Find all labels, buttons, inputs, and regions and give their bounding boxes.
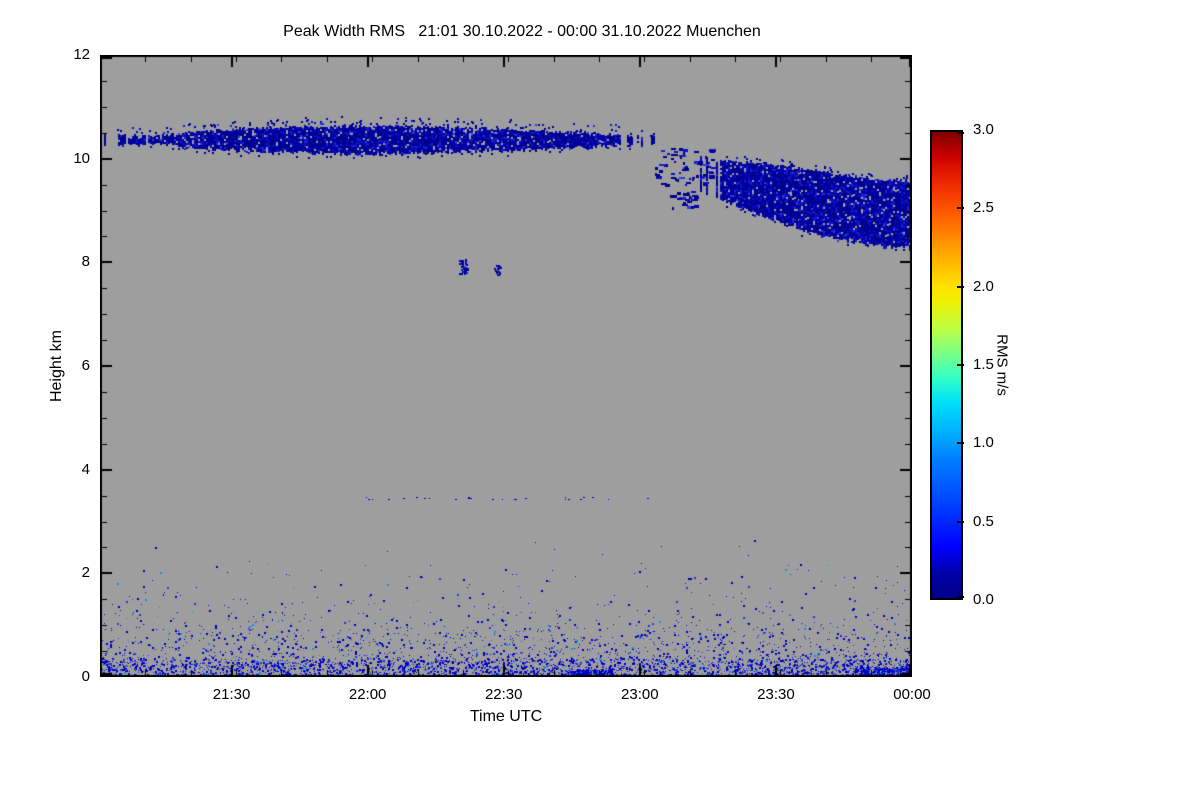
y-tick-label: 2 bbox=[81, 564, 90, 582]
y-tick-label: 6 bbox=[81, 357, 90, 374]
y-tick-label: 4 bbox=[81, 460, 90, 478]
x-tick-label: 23:30 bbox=[757, 686, 795, 703]
colorbar-label: RMS m/s bbox=[993, 334, 1011, 396]
colorbar-tick-mark bbox=[957, 207, 964, 210]
colorbar-tick-label: 0.5 bbox=[973, 512, 994, 530]
colorbar-tick-mark bbox=[957, 442, 964, 445]
colorbar-tick-mark bbox=[957, 364, 964, 366]
colorbar-tick-mark bbox=[957, 596, 964, 598]
colorbar-tick-mark bbox=[957, 285, 964, 288]
y-tick-label: 10 bbox=[73, 149, 90, 167]
colorbar-tick-label: 1.5 bbox=[973, 356, 994, 373]
chart-title: Peak Width RMS 21:01 30.10.2022 - 00:00 … bbox=[283, 23, 761, 40]
y-tick-label: 12 bbox=[73, 46, 90, 63]
colorbar-tick-label: 1.0 bbox=[973, 434, 994, 452]
colorbar-tick-mark bbox=[957, 132, 964, 134]
x-tick-label: 22:00 bbox=[348, 686, 387, 703]
y-tick-label: 0 bbox=[81, 668, 90, 685]
x-tick-label: 23:00 bbox=[621, 686, 659, 703]
x-axis-label: Time UTC bbox=[469, 708, 543, 725]
heatmap-canvas bbox=[100, 55, 912, 677]
colorbar-tick-mark bbox=[957, 520, 964, 523]
x-tick-label: 21:30 bbox=[212, 686, 251, 703]
colorbar-tick-label: 2.5 bbox=[973, 199, 994, 217]
y-tick-label: 8 bbox=[81, 253, 90, 271]
colorbar-tick-label: 0.0 bbox=[973, 591, 994, 608]
x-tick-label: 00:00 bbox=[893, 686, 931, 703]
colorbar-tick-label: 3.0 bbox=[973, 121, 994, 138]
x-tick-label: 22:30 bbox=[484, 686, 523, 703]
colorbar-tick-label: 2.0 bbox=[973, 277, 994, 295]
